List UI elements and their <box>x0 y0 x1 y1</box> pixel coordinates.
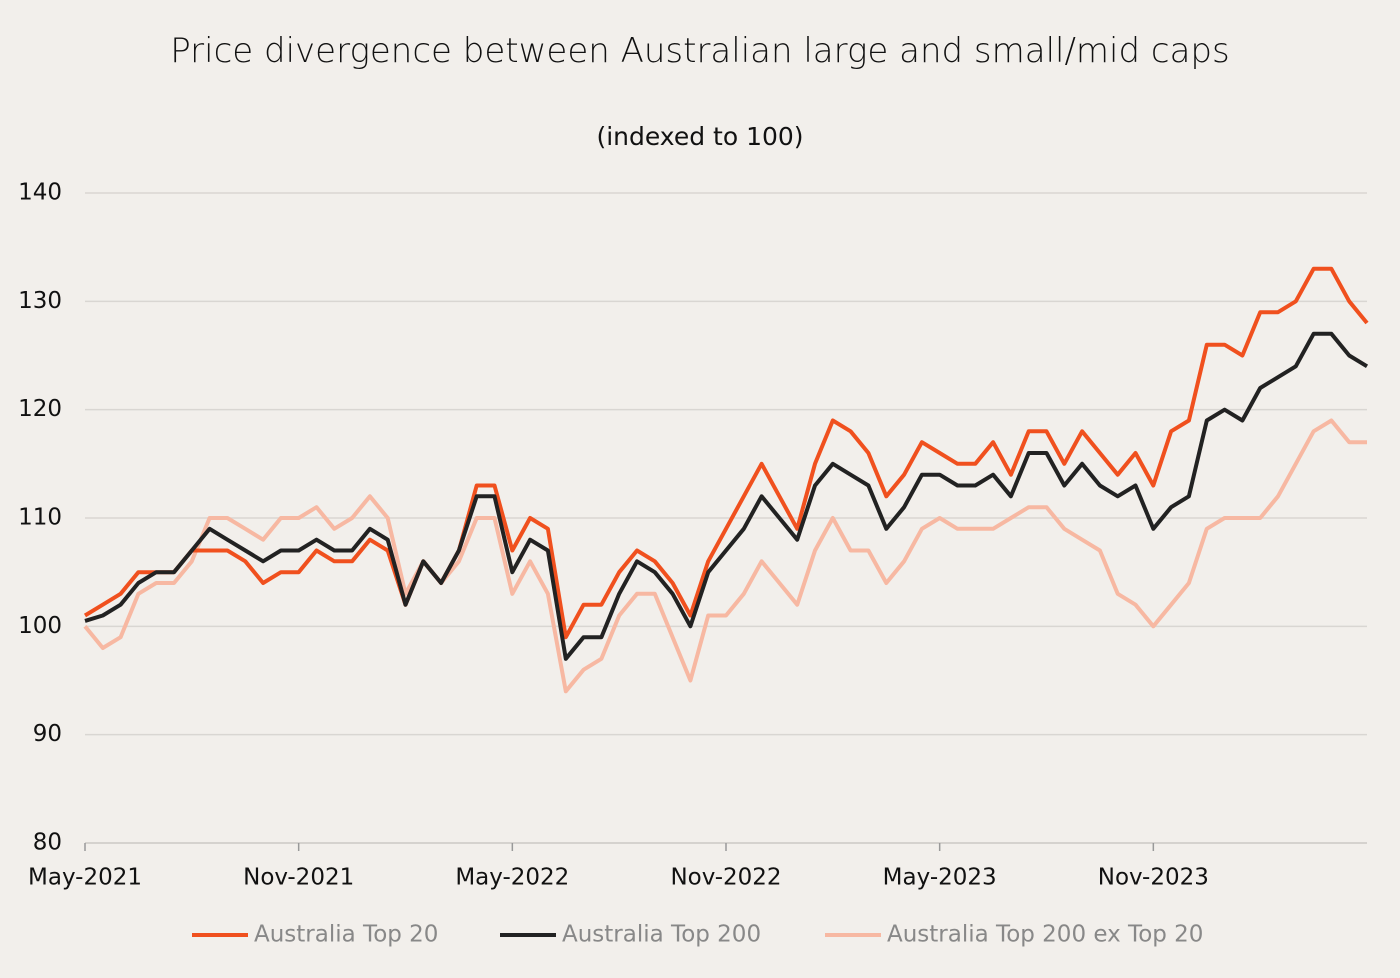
series-line <box>84 331 1369 661</box>
series-line <box>83 418 1367 694</box>
legend: Australia Top 20 Australia Top 200 Austral… <box>192 922 1203 948</box>
x-tick-label: Nov-2021 <box>243 865 354 891</box>
x-tick-label: May-2022 <box>455 865 569 891</box>
y-tick-label: 100 <box>18 613 62 639</box>
x-tick-label: Nov-2023 <box>1098 865 1209 891</box>
x-tick-label: Nov-2022 <box>670 865 781 891</box>
x-tick-label: May-2021 <box>28 865 142 891</box>
series-line <box>83 266 1369 640</box>
y-tick-label: 120 <box>18 396 62 422</box>
y-tick-label: 140 <box>18 180 62 206</box>
y-tick-label: 80 <box>33 830 62 856</box>
y-tick-label: 110 <box>18 505 62 531</box>
y-tick-label: 90 <box>33 721 62 747</box>
legend-label: Australia Top 200 ex Top 20 <box>887 922 1203 948</box>
legend-label: Australia Top 20 <box>254 922 438 948</box>
chart-subtitle: (indexed to 100) <box>596 122 804 151</box>
x-tick-label: May-2023 <box>883 865 997 891</box>
legend-label: Australia Top 200 <box>562 922 761 948</box>
chart-title: Price divergence between Australian larg… <box>170 31 1230 71</box>
y-tick-label: 130 <box>18 288 62 314</box>
